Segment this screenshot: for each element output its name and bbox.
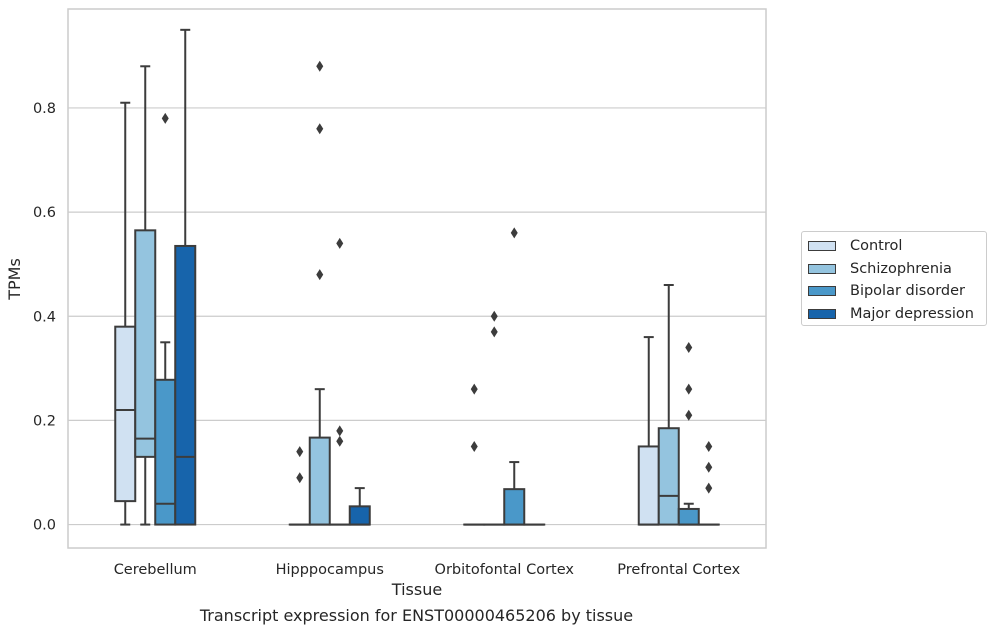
x-tick-label: Prefrontal Cortex	[617, 562, 740, 578]
series-major-depression	[174, 28, 720, 526]
outlier-point	[161, 112, 169, 124]
box	[114, 325, 137, 503]
legend-item: Schizophrenia	[808, 258, 986, 281]
x-tick-label: Cerebellum	[114, 562, 197, 578]
box-plot	[483, 310, 506, 526]
box-plot	[657, 284, 680, 526]
box-plot	[503, 227, 526, 526]
box-plot	[328, 237, 351, 526]
outlier-point	[490, 310, 498, 322]
box-plot	[463, 383, 486, 526]
box-plot	[308, 60, 331, 526]
y-tick-label: 0.0	[33, 518, 56, 534]
outlier-point	[316, 123, 324, 135]
outlier-point	[296, 472, 304, 484]
box	[503, 488, 526, 526]
y-axis-label: TPMs	[5, 258, 24, 301]
box	[637, 445, 660, 526]
outlier-point	[705, 461, 713, 473]
box-series	[114, 28, 720, 526]
legend-label: Bipolar disorder	[850, 283, 965, 300]
y-tick-label: 0.8	[33, 101, 56, 117]
outlier-point	[316, 60, 324, 72]
legend-item: Bipolar disorder	[808, 280, 986, 303]
outlier-point	[336, 435, 344, 447]
box	[677, 507, 700, 526]
x-tick-label: Hipppocampus	[276, 562, 384, 578]
plot-frame	[67, 8, 767, 549]
box-plot	[697, 440, 720, 526]
y-axis-ticks: 0.0 0.2 0.4 0.6 0.8	[33, 101, 56, 534]
legend-label: Major depression	[850, 305, 974, 322]
x-axis-ticks: Cerebellum Hipppocampus Orbitofontal Corte…	[114, 562, 741, 578]
series-schizophrenia	[134, 60, 680, 526]
legend-item: Major depression	[808, 303, 986, 326]
box	[174, 244, 197, 526]
outlier-point	[685, 409, 693, 421]
legend-swatch	[808, 263, 836, 274]
outlier-point	[296, 446, 304, 458]
box-plot	[134, 65, 157, 526]
outlier-point	[510, 227, 518, 239]
outlier-point	[685, 383, 693, 395]
box-plot	[637, 336, 660, 526]
box	[308, 436, 331, 526]
outlier-point	[336, 237, 344, 249]
outlier-point	[685, 342, 693, 354]
box	[348, 505, 371, 526]
series-bipolar-disorder	[154, 112, 700, 526]
box	[657, 427, 680, 526]
legend-swatch	[808, 286, 836, 297]
chart-caption: Transcript expression for ENST0000046520…	[199, 606, 634, 625]
legend: Control Schizophrenia Bipolar disorder Majo…	[801, 231, 987, 326]
series-control	[114, 101, 660, 526]
box-plot	[348, 487, 371, 526]
box-plot	[677, 342, 700, 526]
outlier-point	[705, 440, 713, 452]
outlier-point	[336, 425, 344, 437]
outlier-point	[490, 326, 498, 338]
box	[134, 229, 157, 458]
y-tick-label: 0.6	[33, 205, 56, 221]
legend-label: Schizophrenia	[850, 260, 952, 277]
outlier-point	[470, 440, 478, 452]
x-axis-label: Tissue	[391, 580, 442, 599]
legend-swatch	[808, 308, 836, 319]
box-plot	[174, 28, 197, 526]
legend-label: Control	[850, 238, 903, 255]
box-plot	[288, 446, 311, 526]
x-tick-label: Orbitofontal Cortex	[435, 562, 575, 578]
y-tick-label: 0.2	[33, 413, 56, 429]
y-tick-label: 0.4	[33, 309, 56, 325]
legend-item: Control	[808, 235, 986, 258]
legend-swatch	[808, 241, 836, 252]
outlier-point	[470, 383, 478, 395]
box-plot	[154, 112, 177, 526]
outlier-point	[705, 482, 713, 494]
outlier-point	[316, 269, 324, 281]
box-plot	[114, 101, 137, 526]
